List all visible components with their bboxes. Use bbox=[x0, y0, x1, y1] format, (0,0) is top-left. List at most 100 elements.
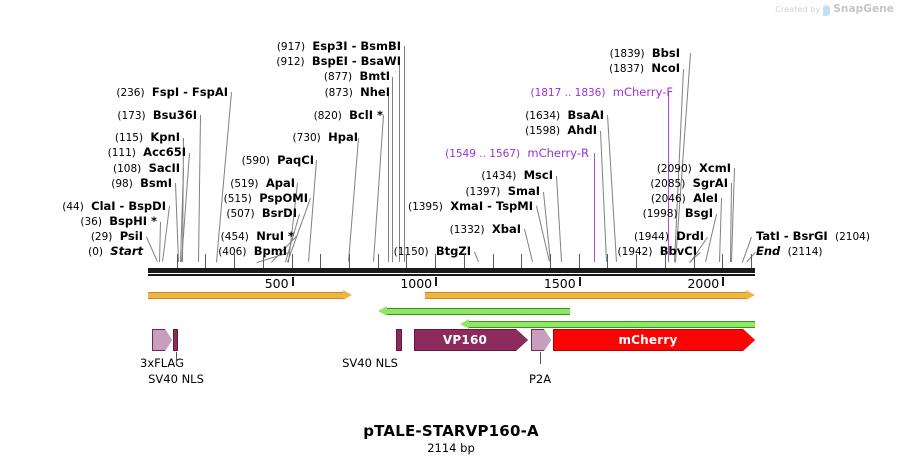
restriction-site-label[interactable]: (873) NheI bbox=[325, 86, 390, 99]
restriction-site-label[interactable]: (44) ClaI - BspDI bbox=[62, 200, 166, 213]
enzyme-name: XbaI bbox=[491, 222, 521, 236]
restriction-site-label[interactable]: (406) BpmI bbox=[218, 245, 287, 258]
ruler-minor-tick bbox=[521, 254, 523, 268]
leader-line bbox=[594, 153, 596, 262]
feature-sv40-nls-1[interactable] bbox=[173, 329, 178, 351]
restriction-site-label[interactable]: (98) BsmI bbox=[111, 177, 172, 190]
feature-p2a[interactable] bbox=[531, 329, 551, 351]
restriction-site-label[interactable]: (1150) BtgZI bbox=[394, 245, 471, 258]
ruler-minor-tick bbox=[664, 254, 666, 268]
restriction-site-label[interactable]: (108) SacII bbox=[113, 162, 180, 175]
leader-line bbox=[198, 115, 201, 262]
restriction-site-label[interactable]: (730) HpaI bbox=[293, 131, 358, 144]
primer-label[interactable]: (1549 .. 1567) mCherry-R bbox=[445, 147, 589, 160]
plasmid-size-label: 2114 bp bbox=[427, 441, 475, 455]
restriction-site-label[interactable]: (29) PsiI bbox=[91, 230, 143, 243]
enzyme-name: BmtI bbox=[359, 69, 390, 83]
enzyme-name: KpnI bbox=[150, 130, 180, 144]
restriction-site-label[interactable]: (590) PaqCI bbox=[242, 154, 314, 167]
primer-label[interactable]: (1817 .. 1836) mCherry-F bbox=[530, 86, 673, 99]
restriction-site-label[interactable]: End (2114) bbox=[756, 245, 823, 258]
arrow-orange-2[interactable] bbox=[425, 290, 755, 300]
feature-vp160[interactable]: VP160 bbox=[414, 329, 528, 351]
restriction-site-label[interactable]: (2090) XcmI bbox=[657, 162, 731, 175]
site-position: (2090) bbox=[656, 163, 692, 175]
leader-line bbox=[373, 115, 384, 263]
restriction-site-label[interactable]: (1942) BbvCI bbox=[618, 245, 697, 258]
site-position: (2046) bbox=[650, 193, 686, 205]
feature-mcherry[interactable]: mCherry bbox=[553, 329, 755, 351]
enzyme-name: AhdI bbox=[567, 123, 597, 137]
restriction-site-label[interactable]: (173) Bsu36I bbox=[117, 109, 197, 122]
enzyme-name: TatI - BsrGI bbox=[756, 229, 828, 243]
site-position: (173) bbox=[117, 110, 146, 122]
arrow-body bbox=[469, 321, 755, 328]
restriction-site-label[interactable]: (454) NruI * bbox=[221, 230, 294, 243]
ruler-major-tick bbox=[291, 277, 294, 286]
leader-line bbox=[162, 206, 170, 263]
restriction-site-label[interactable]: (1598) AhdI bbox=[525, 124, 597, 137]
ruler-minor-tick bbox=[320, 254, 322, 268]
restriction-site-label[interactable]: (507) BsrDI bbox=[226, 207, 297, 220]
leader-line bbox=[388, 92, 389, 262]
restriction-site-label[interactable]: (820) BclI * bbox=[314, 109, 383, 122]
restriction-site-label[interactable]: (1397) SmaI bbox=[465, 185, 540, 198]
ruler-axis-bar bbox=[148, 268, 755, 273]
restriction-site-label[interactable]: (1395) XmaI - TspMI bbox=[408, 200, 533, 213]
leader-line bbox=[308, 160, 317, 263]
restriction-site-label[interactable]: (36) BspHI * bbox=[80, 215, 157, 228]
restriction-site-label[interactable]: (1332) XbaI bbox=[450, 223, 521, 236]
feature-body bbox=[414, 329, 516, 351]
ruler-major-tick bbox=[578, 277, 581, 286]
enzyme-name: SgrAI bbox=[692, 176, 728, 190]
site-position: (1817 .. 1836) bbox=[530, 87, 606, 99]
snapgene-logo-icon bbox=[823, 4, 831, 16]
feature-caption-tick bbox=[540, 352, 541, 364]
ruler-minor-tick bbox=[463, 254, 465, 268]
restriction-site-label[interactable]: (115) KpnI bbox=[115, 131, 180, 144]
restriction-site-label[interactable]: (519) ApaI bbox=[230, 177, 295, 190]
site-position: (912) bbox=[276, 56, 305, 68]
restriction-site-label[interactable]: (236) FspI - FspAI bbox=[116, 86, 228, 99]
site-position: (1634) bbox=[525, 110, 561, 122]
primer-name: mCherry-F bbox=[612, 85, 673, 99]
restriction-site-label[interactable]: (1634) BsaAI bbox=[525, 109, 604, 122]
feature-caption: SV40 NLS bbox=[342, 356, 398, 370]
restriction-site-label[interactable]: (1837) NcoI bbox=[609, 62, 680, 75]
arrow-green-1[interactable] bbox=[378, 306, 570, 316]
site-position: (1395) bbox=[407, 201, 443, 213]
enzyme-name: PsiI bbox=[119, 229, 143, 243]
leader-line bbox=[556, 175, 562, 262]
arrow-orange-1[interactable] bbox=[148, 290, 352, 300]
restriction-site-label[interactable]: (877) BmtI bbox=[324, 70, 390, 83]
site-position: (2104) bbox=[835, 231, 870, 243]
feature-arrow-head-icon bbox=[544, 329, 551, 351]
enzyme-name: XmaI - TspMI bbox=[450, 199, 533, 213]
restriction-site-label[interactable]: (912) BspEI - BsaWI bbox=[276, 55, 401, 68]
site-position: (1549 .. 1567) bbox=[445, 148, 521, 160]
leader-line bbox=[392, 77, 393, 262]
restriction-site-label[interactable]: (2046) AleI bbox=[651, 192, 718, 205]
feature-body bbox=[173, 329, 178, 351]
restriction-site-label[interactable]: (1998) BsgI bbox=[643, 207, 713, 220]
leader-line bbox=[146, 236, 158, 262]
feature-sv40-nls-2[interactable] bbox=[396, 329, 402, 351]
restriction-site-label[interactable]: TatI - BsrGI (2104) bbox=[756, 230, 870, 243]
leader-line bbox=[404, 46, 405, 262]
enzyme-name: BclI * bbox=[349, 108, 383, 122]
restriction-site-label[interactable]: (111) Acc65I bbox=[108, 146, 186, 159]
feature-3xflag[interactable] bbox=[152, 329, 172, 351]
enzyme-name: BspEI - BsaWI bbox=[311, 54, 401, 68]
enzyme-name: BtgZI bbox=[435, 244, 471, 258]
arrow-green-2[interactable] bbox=[460, 319, 755, 329]
restriction-site-label[interactable]: (917) Esp3I - BsmBI bbox=[277, 40, 401, 53]
leader-line bbox=[399, 61, 400, 262]
restriction-site-label[interactable]: (2085) SgrAI bbox=[650, 177, 728, 190]
restriction-site-label[interactable]: (0) Start bbox=[88, 245, 143, 258]
restriction-site-label[interactable]: (1434) MscI bbox=[481, 169, 553, 182]
leader-line bbox=[719, 198, 722, 263]
enzyme-name: BspHI * bbox=[109, 214, 157, 228]
restriction-site-label[interactable]: (1839) BbsI bbox=[610, 47, 680, 60]
restriction-site-label[interactable]: (1944) DrdI bbox=[634, 230, 704, 243]
restriction-site-label[interactable]: (515) PspOMI bbox=[224, 192, 308, 205]
